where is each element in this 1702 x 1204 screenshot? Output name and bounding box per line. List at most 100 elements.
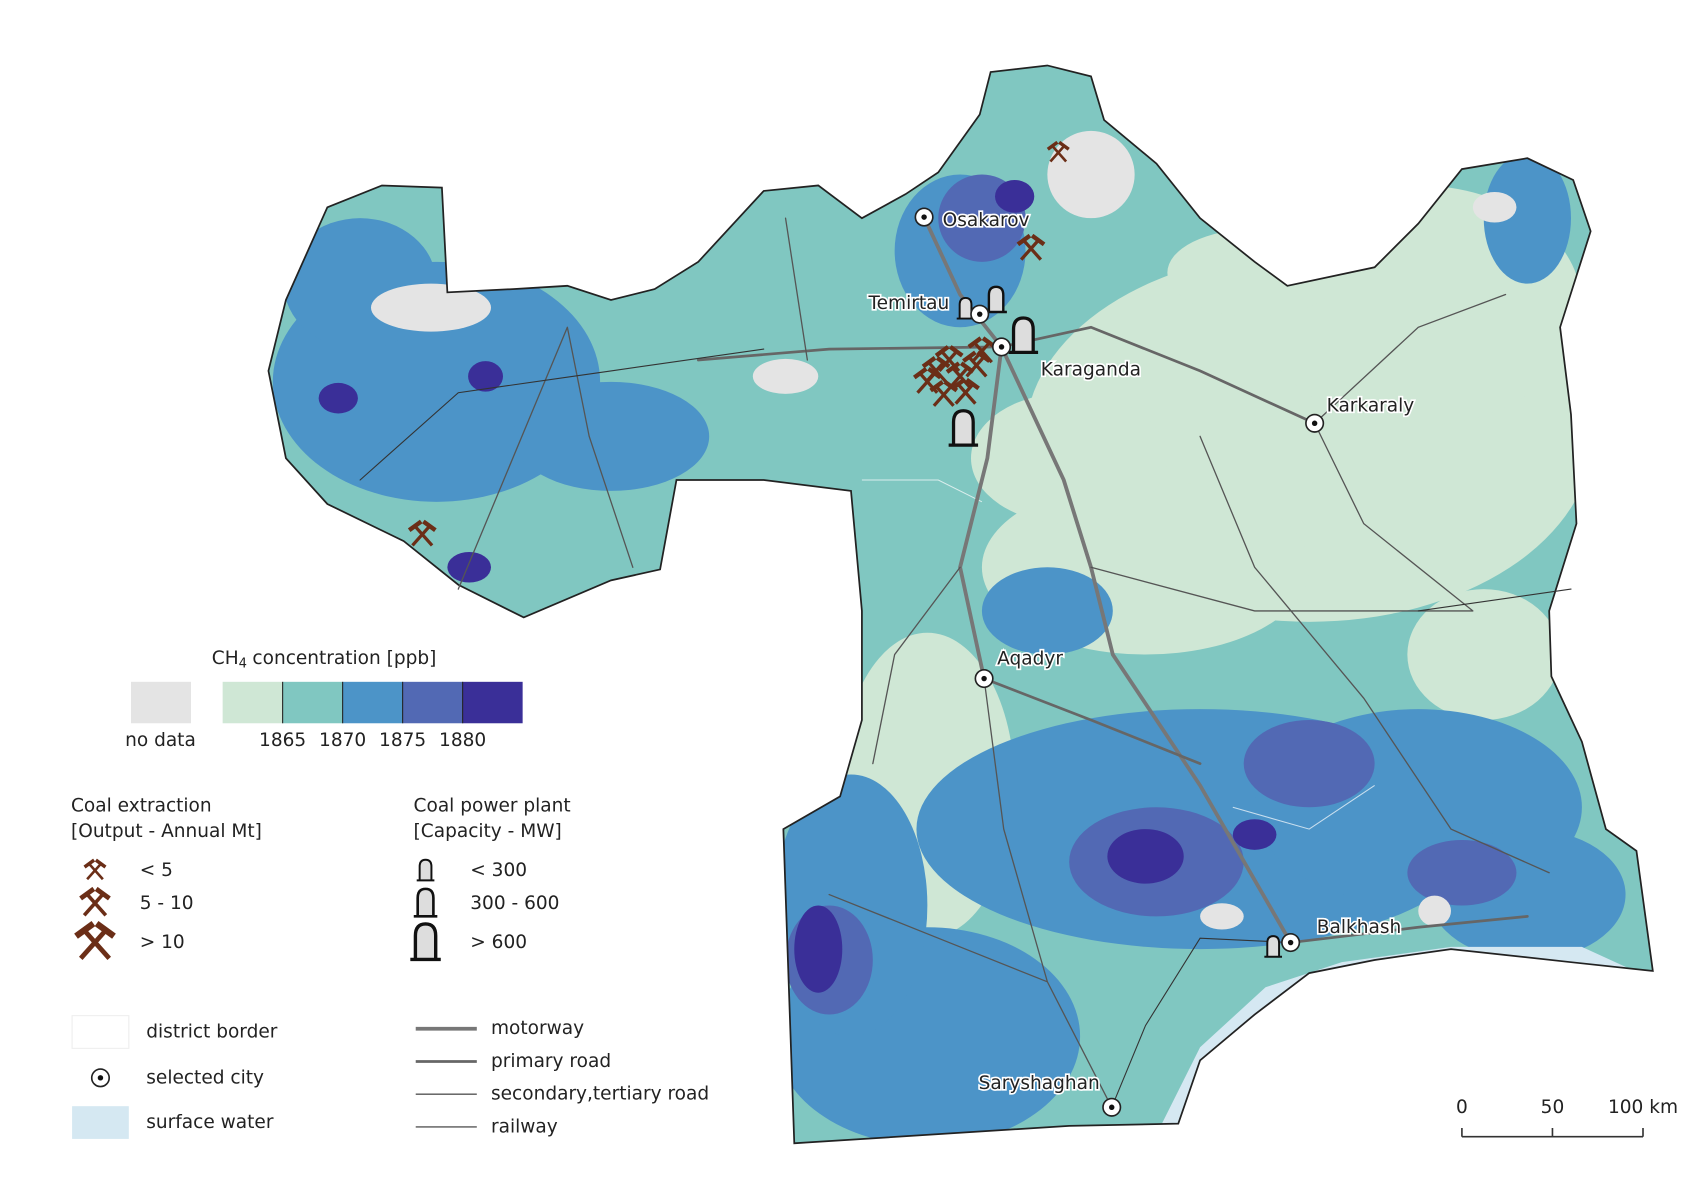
concentration-patch	[447, 552, 491, 583]
secondary-road	[457, 217, 1550, 1108]
concentration-patch	[971, 392, 1168, 524]
motorway	[922, 215, 1293, 945]
road-label: primary road	[491, 1051, 611, 1072]
city-label: Karkaraly	[1327, 395, 1415, 416]
color-swatch	[222, 681, 283, 724]
city-dot	[998, 344, 1005, 350]
no-data-swatch	[131, 681, 191, 724]
mine-head	[951, 377, 980, 391]
plant-shape	[1264, 935, 1283, 958]
plant-shape	[416, 858, 435, 882]
plant-shape	[413, 887, 438, 918]
concentration-patch	[995, 180, 1035, 213]
mine-head	[1016, 233, 1046, 247]
concentration-patch	[468, 361, 503, 392]
plant-shape	[956, 296, 975, 320]
concentration-patch	[318, 382, 358, 414]
plant-symbol	[410, 922, 441, 962]
mine-handle	[973, 341, 993, 364]
city-dot	[1287, 939, 1294, 946]
mine-handle	[927, 361, 948, 383]
legend: CH4 concentration [ppb] no data 1865 1870 187…	[71, 647, 1678, 1139]
concentration-patch	[1483, 152, 1571, 284]
concentration-patch	[1167, 229, 1342, 317]
city-label: Saryshaghan	[979, 1073, 1100, 1094]
color-tick-label: 1870	[319, 730, 366, 751]
plant-shape	[985, 285, 1007, 314]
plant-symbol	[416, 858, 435, 882]
mine-handle	[82, 928, 112, 960]
power-plant-class: < 300	[470, 860, 527, 881]
scale-label: 0	[1456, 1097, 1468, 1118]
concentration-patch	[1232, 819, 1277, 850]
color-tick-label: 1880	[439, 730, 486, 751]
color-swatch	[402, 681, 463, 724]
city-label: Temirtau	[867, 293, 949, 314]
water-swatch	[72, 1106, 129, 1139]
power-plant	[985, 285, 1007, 314]
concentration-patch	[1418, 895, 1451, 927]
city-label: Karaganda	[1041, 359, 1141, 380]
concentration-patch	[752, 358, 819, 394]
coal-extraction-class: 5 - 10	[140, 893, 194, 914]
plant-shape	[948, 409, 979, 447]
color-tick-label: 1875	[379, 730, 426, 751]
scale-label: 100 km	[1608, 1097, 1678, 1118]
coal-mine	[1016, 233, 1046, 261]
concentration-patch	[981, 567, 1113, 655]
road-label: secondary,tertiary road	[491, 1084, 709, 1105]
legend-title-part: concentration [ppb]	[252, 647, 436, 668]
city-label: Osakarov	[943, 210, 1030, 231]
mine-handle	[934, 385, 955, 407]
mine-head	[74, 921, 116, 939]
mine-head	[934, 345, 964, 358]
legend-title: CH4 concentration [ppb]	[212, 647, 437, 670]
power-plant-title: Coal power plant	[414, 796, 571, 817]
mine-handle	[940, 350, 961, 372]
plant-symbol	[413, 887, 438, 918]
coal-mine	[1046, 140, 1070, 163]
power-plant	[1264, 935, 1283, 958]
color-swatch	[282, 681, 343, 724]
mine-symbol	[79, 886, 111, 917]
road-label: motorway	[491, 1018, 584, 1039]
feature-label: district border	[146, 1021, 278, 1042]
coal-extraction-title: Coal extraction	[71, 796, 212, 817]
city-dot	[981, 675, 987, 682]
mine-head	[83, 858, 107, 869]
legend-title-part: CH	[212, 647, 239, 668]
district-swatch	[71, 1015, 130, 1049]
mine-symbol	[74, 921, 116, 960]
primary-road	[696, 325, 1529, 944]
city-label: Balkhash	[1317, 917, 1401, 938]
no-data-label: no data	[125, 730, 196, 751]
coal-mine	[921, 356, 951, 383]
power-plant-title: [Capacity - MW]	[414, 821, 562, 842]
city-dot	[921, 214, 927, 220]
coal-extraction-title: [Output - Annual Mt]	[71, 821, 262, 842]
concentration-patch	[1200, 903, 1244, 930]
coal-extraction-class: < 5	[140, 860, 173, 881]
city-dot	[97, 1075, 104, 1081]
feature-label: selected city	[146, 1067, 264, 1088]
coal-mine	[407, 519, 437, 547]
mine-head	[79, 886, 111, 901]
power-plant	[948, 409, 979, 447]
power-plant	[1008, 316, 1039, 354]
mine-head	[921, 356, 951, 369]
city-dot	[1311, 420, 1318, 426]
coal-extraction-class: > 10	[140, 932, 185, 953]
mine-handle	[951, 366, 972, 389]
road-label: railway	[491, 1116, 558, 1137]
mine-handle	[967, 355, 988, 378]
plant-shape	[1008, 316, 1039, 354]
plant-shape	[410, 922, 441, 962]
concentration-patch	[1407, 589, 1561, 720]
concentration-patch	[1107, 829, 1184, 884]
city-dot	[1109, 1104, 1115, 1110]
mine-head	[1046, 140, 1070, 151]
